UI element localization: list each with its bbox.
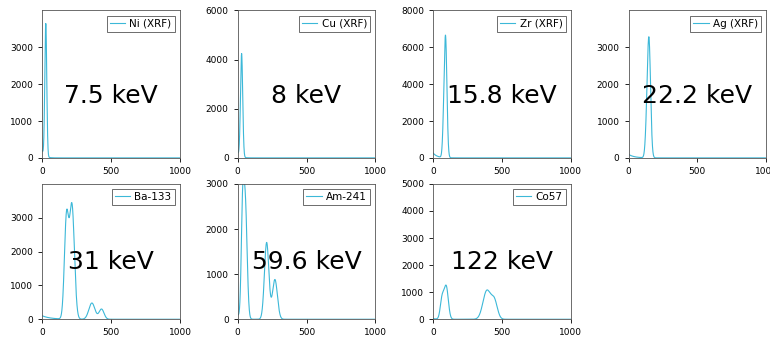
Text: 22.2 keV: 22.2 keV — [642, 84, 752, 108]
Text: 7.5 keV: 7.5 keV — [64, 84, 158, 108]
Legend: Ba-133: Ba-133 — [112, 189, 175, 205]
Legend: Ag (XRF): Ag (XRF) — [690, 16, 761, 32]
Legend: Co57: Co57 — [513, 189, 565, 205]
Text: 122 keV: 122 keV — [451, 251, 553, 274]
Text: 59.6 keV: 59.6 keV — [252, 251, 361, 274]
Text: 8 keV: 8 keV — [272, 84, 342, 108]
Text: 31 keV: 31 keV — [69, 251, 154, 274]
Legend: Ni (XRF): Ni (XRF) — [106, 16, 175, 32]
Legend: Zr (XRF): Zr (XRF) — [497, 16, 565, 32]
Legend: Am-241: Am-241 — [303, 189, 370, 205]
Legend: Cu (XRF): Cu (XRF) — [299, 16, 370, 32]
Text: 15.8 keV: 15.8 keV — [447, 84, 557, 108]
